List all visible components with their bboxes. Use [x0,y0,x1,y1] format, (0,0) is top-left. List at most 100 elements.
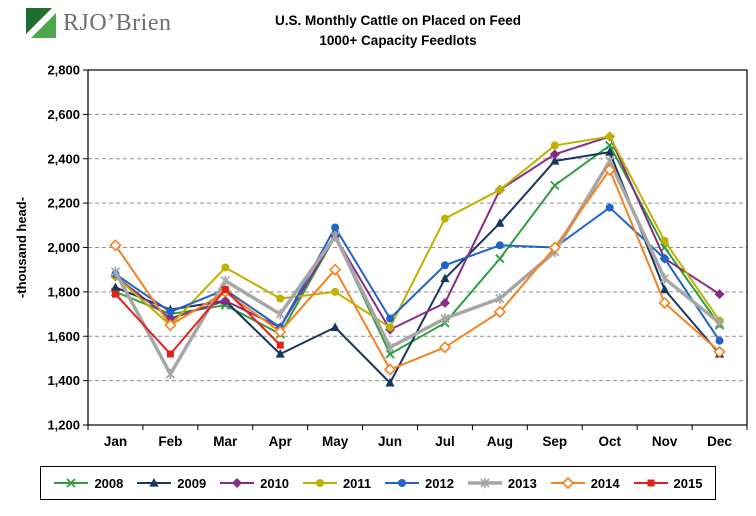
data-point-marker [603,163,616,176]
data-point-marker [166,307,175,316]
legend-item-2012: 2012 [384,476,454,491]
data-point-marker [495,241,504,250]
data-point-marker [438,341,452,354]
legend-marker-2013 [467,477,502,489]
data-point-marker [66,478,77,488]
data-point-marker [561,476,574,490]
data-point-marker [110,282,121,292]
y-axis-tick-label: 2,200 [47,196,80,211]
data-point-marker [647,479,655,487]
legend-marker-2011 [302,479,337,487]
x-axis-tick-label: Jul [435,434,455,449]
data-point-marker [550,155,560,165]
legend-marker-2012 [385,479,420,487]
rjobrien-logo-icon [26,8,56,38]
x-axis-tick-label: Jun [378,434,402,449]
data-point-marker [480,477,490,489]
legend-label: 2012 [425,475,454,491]
data-point-marker [495,293,505,304]
data-point-marker [658,296,671,310]
data-point-marker [275,349,285,358]
y-axis-tick-label: 1,400 [47,373,80,388]
data-point-marker [605,147,615,156]
data-point-marker [714,317,725,329]
data-point-marker [331,223,340,232]
data-point-marker [660,273,670,284]
legend-label: 2014 [590,475,620,491]
data-point-marker [232,478,243,488]
y-axis-tick-label: 1,200 [47,418,80,433]
data-point-marker [440,214,449,223]
data-point-marker [386,323,395,332]
legend-label: 2013 [507,475,537,491]
data-point-marker [274,325,287,338]
data-point-marker [330,231,340,242]
legend-item-2008: 2008 [53,476,123,491]
data-point-marker [660,284,670,294]
data-point-marker [149,478,159,487]
y-axis-tick-label: 2,600 [47,107,80,122]
data-point-marker [276,341,284,349]
data-point-marker [495,218,505,227]
brand-text: RJO’Brien [63,9,172,36]
data-point-marker [165,368,175,380]
data-point-marker [713,345,726,358]
data-point-marker [660,254,669,263]
legend-label: 2011 [342,475,372,491]
data-point-marker [330,322,340,331]
y-axis-title: -thousand head- [14,197,29,298]
series-line-2008 [114,144,721,355]
data-point-marker [605,203,614,212]
legend-marker-2009 [137,478,172,487]
series-line-2014 [114,168,721,371]
x-axis-tick-label: Oct [598,434,621,449]
data-point-marker [385,377,395,387]
x-axis-tick-label: Nov [652,434,678,449]
data-point-marker [220,295,231,306]
x-axis-tick-label: May [322,434,349,449]
legend-item-2011: 2011 [302,476,371,491]
data-point-marker [220,275,230,286]
data-point-marker [550,141,559,150]
data-point-marker [331,287,340,296]
y-axis-tick-label: 1,800 [47,284,80,299]
data-point-marker [221,263,230,272]
x-axis-tick-label: Apr [269,434,293,449]
data-point-marker [383,363,397,376]
legend-item-2014: 2014 [550,476,620,491]
series-line-2011 [114,135,721,329]
data-point-marker [715,336,724,345]
x-axis-tick-label: Dec [707,434,732,449]
data-point-marker [714,289,725,300]
data-point-marker [385,349,395,359]
legend-marker-2008 [54,478,89,488]
data-point-marker [276,294,285,303]
legend-marker-2015 [633,479,668,487]
series-line-2015 [114,288,282,355]
legend-marker-2014 [550,476,585,490]
data-point-marker [166,350,174,358]
legend-item-2010: 2010 [219,476,289,491]
data-point-marker [110,266,121,278]
x-axis-tick-label: Feb [158,434,182,449]
data-point-marker [495,253,505,264]
y-axis-tick-label: 2,800 [47,63,80,78]
y-axis-tick-label: 2,000 [47,240,80,255]
data-point-marker [550,180,560,191]
chart-legend: 2008 2009 2010 2011 2012 2013 2014 2015 [40,466,716,500]
chart-title-block: U.S. Monthly Cattle on Placed on Feed 10… [40,11,756,50]
legend-item-2013: 2013 [467,476,537,491]
legend-item-2009: 2009 [136,476,206,491]
chart-subtitle: 1000+ Capacity Feedlots [319,32,477,48]
y-axis-tick-label: 1,600 [47,329,80,344]
brand: RJO’Brien [26,8,172,38]
y-axis-tick-label: 2,400 [47,151,80,166]
data-point-marker [605,132,614,141]
legend-item-2015: 2015 [633,476,702,491]
data-point-marker [385,342,395,353]
legend-marker-2010 [220,478,255,488]
data-point-marker [398,479,407,487]
data-point-marker [548,241,561,254]
